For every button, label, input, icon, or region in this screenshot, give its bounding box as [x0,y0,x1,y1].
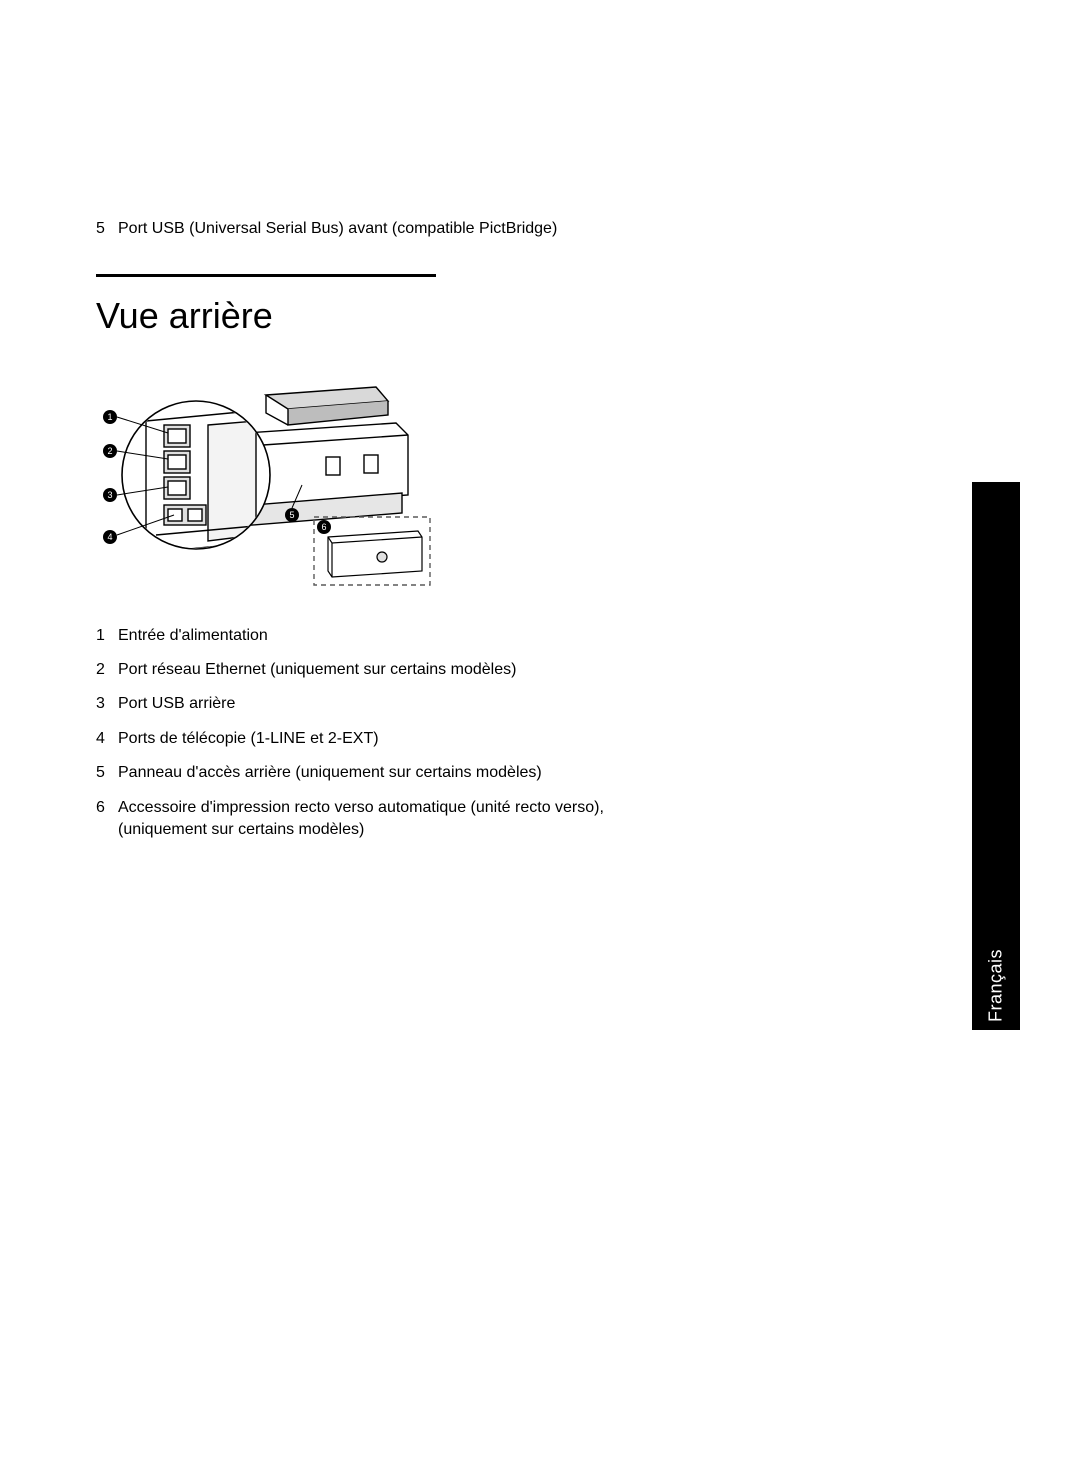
callout-6: 6 [321,522,326,532]
section-rule [96,274,436,277]
callout-3: 3 [107,490,112,500]
list-item: 1 Entrée d'alimentation [96,625,616,647]
page: 5 Port USB (Universal Serial Bus) avant … [0,0,1080,1479]
list-num: 2 [96,659,118,681]
language-tab-label: Français [986,949,1007,1022]
list-item: 4 Ports de télécopie (1-LINE et 2-EXT) [96,728,616,750]
prev-list-num: 5 [96,218,118,240]
list-text: Port USB arrière [118,693,616,715]
language-tab: Français [972,482,1020,1030]
content-column: 5 Port USB (Universal Serial Bus) avant … [96,218,616,853]
list-text: Port réseau Ethernet (uniquement sur cer… [118,659,616,681]
prev-list-text: Port USB (Universal Serial Bus) avant (c… [118,218,557,240]
list-num: 6 [96,797,118,819]
list-text: Panneau d'accès arrière (uniquement sur … [118,762,616,784]
list-item: 6 Accessoire d'impression recto verso au… [96,797,616,842]
list-num: 3 [96,693,118,715]
rear-view-diagram: 1 2 3 4 [96,365,436,597]
list-num: 5 [96,762,118,784]
list-num: 4 [96,728,118,750]
callout-2: 2 [107,446,112,456]
legend-list: 1 Entrée d'alimentation 2 Port réseau Et… [96,625,616,842]
list-item: 3 Port USB arrière [96,693,616,715]
callout-4: 4 [107,532,112,542]
list-text: Entrée d'alimentation [118,625,616,647]
callout-1: 1 [107,412,112,422]
list-item: 2 Port réseau Ethernet (uniquement sur c… [96,659,616,681]
callout-5: 5 [289,510,294,520]
list-text: Ports de télécopie (1-LINE et 2-EXT) [118,728,616,750]
section-heading: Vue arrière [96,295,616,337]
prev-list-item: 5 Port USB (Universal Serial Bus) avant … [96,218,616,240]
list-item: 5 Panneau d'accès arrière (uniquement su… [96,762,616,784]
list-text: Accessoire d'impression recto verso auto… [118,797,616,842]
list-num: 1 [96,625,118,647]
